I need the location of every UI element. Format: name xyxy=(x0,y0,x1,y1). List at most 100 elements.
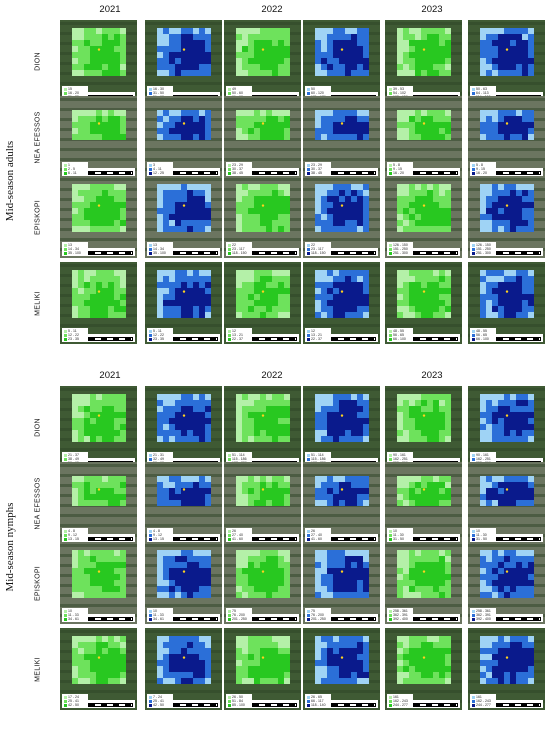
legend-entry: 22 xyxy=(307,243,329,247)
legend-text: 162 - 243 xyxy=(393,699,408,703)
legend-entry: 22 - 37 xyxy=(307,337,329,341)
legend-entry: 161 xyxy=(472,695,494,699)
legend-swatch xyxy=(149,171,152,175)
legend-box: 23 - 29 30 - 37 38 - 45 xyxy=(305,162,331,176)
legend-entry: 201 - 250 xyxy=(228,617,250,621)
site-label: DION xyxy=(34,418,42,437)
legend-text: 151 - 250 xyxy=(393,247,408,251)
legend-entry: 31 - 50 xyxy=(472,537,494,541)
map-image xyxy=(60,462,137,544)
legend-entry: 42 - 50 xyxy=(149,703,171,707)
legend-swatch xyxy=(64,617,67,621)
legend-entry: 251 - 300 xyxy=(389,251,411,255)
section-adults: Mid-season adults 2021 2022 2023 DION 15 16 - … xyxy=(0,0,550,366)
legend-entry: 12 - 25 xyxy=(149,171,171,175)
legend-entry: 51 - 114 xyxy=(307,453,329,457)
legend-text: 258 - 361 xyxy=(476,609,491,613)
legend-text: 85 - 100 xyxy=(232,703,245,707)
map-image xyxy=(303,628,380,710)
legend-text: 23 - 29 xyxy=(232,163,243,167)
legend-text: 4 - 8 xyxy=(68,529,76,533)
legend-swatch xyxy=(149,457,152,461)
legend-swatch xyxy=(307,247,310,251)
scale-bar-graphic xyxy=(88,537,133,541)
legend-text: 11 - 30 xyxy=(476,533,487,537)
scale-bar xyxy=(411,248,460,256)
year-label: 2022 xyxy=(261,4,283,15)
legend-text: 7 - 24 xyxy=(153,695,162,699)
site-label: EPISKOPI xyxy=(34,565,42,602)
legend-entry: 21 - 37 xyxy=(64,453,86,457)
legend-text: 27 - 40 xyxy=(311,533,322,537)
legend-text: 13 xyxy=(68,243,72,247)
legend-entry: 23 - 117 xyxy=(228,247,250,251)
legend-entry: 30 - 37 xyxy=(307,167,329,171)
legend-entry: 13 - 15 xyxy=(149,537,171,541)
legend-entry: 12 xyxy=(307,329,329,333)
map-tile: 10 11 - 30 31 - 50 xyxy=(468,462,545,544)
scale-bar xyxy=(86,334,135,342)
legend-swatch xyxy=(228,251,231,255)
legend-swatch xyxy=(307,243,310,247)
legend-text: 25 - 41 xyxy=(153,699,164,703)
legend-text: 41 - 60 xyxy=(232,537,243,541)
legend-swatch xyxy=(64,613,67,617)
map-image xyxy=(468,542,545,624)
scale-bar-graphic xyxy=(252,251,297,255)
scale-bar-graphic xyxy=(413,251,458,255)
scale-bar xyxy=(411,534,460,542)
legend-entry: 90 - 161 xyxy=(389,453,411,457)
scale-bar xyxy=(329,534,378,542)
scale-bar xyxy=(411,334,460,342)
legend-text: 13 - 21 xyxy=(311,333,322,337)
legend-swatch xyxy=(389,695,392,699)
scale-bar-graphic xyxy=(331,703,376,707)
legend-text: 16 - 20 xyxy=(393,171,404,175)
map-image xyxy=(303,462,380,544)
map-tile: 48 - 55 56 - 65 66 - 100 xyxy=(385,262,462,344)
legend-swatch xyxy=(472,87,475,91)
legend-entry: 23 - 35 xyxy=(149,337,171,341)
legend-entry: 118 - 140 xyxy=(307,703,329,707)
legend-box: 22 23 - 117 118 - 150 xyxy=(305,242,331,256)
legend-box: 13 14 - 34 35 - 100 xyxy=(147,242,173,256)
map-tile: 75 76 - 200 201 - 250 xyxy=(224,542,301,624)
legend-entry: 13 - 21 xyxy=(307,333,329,337)
legend-swatch xyxy=(64,163,67,167)
legend-swatch xyxy=(149,167,152,171)
scale-bar xyxy=(171,248,220,256)
map-image xyxy=(385,542,462,624)
legend-swatch xyxy=(228,699,231,703)
map-tile: 75 76 - 200 201 - 250 xyxy=(303,542,380,624)
scale-bar-graphic xyxy=(88,703,133,707)
legend-entry: 26 - 65 xyxy=(307,695,329,699)
legend-entry: 392 - 400 xyxy=(389,617,411,621)
legend-text: 244 - 277 xyxy=(476,703,491,707)
legend-entry: 6 - 11 xyxy=(64,171,86,175)
legend-swatch xyxy=(389,243,392,247)
map-tile: 10 11 - 33 34 - 61 xyxy=(60,542,137,624)
site-label: NEA EFESSOS xyxy=(34,111,42,164)
legend-swatch xyxy=(228,87,231,91)
legend-swatch xyxy=(64,171,67,175)
legend-swatch xyxy=(389,163,392,167)
legend-entry: 13 - 15 xyxy=(64,537,86,541)
legend-entry: 41 - 60 xyxy=(307,537,329,541)
legend-text: 50 - 60 xyxy=(232,91,243,95)
legend-entry: 14 - 34 xyxy=(64,247,86,251)
legend-swatch xyxy=(228,457,231,461)
scale-bar xyxy=(329,168,378,176)
legend-entry: 7 - 24 xyxy=(149,695,171,699)
legend-text: 66 - 117 xyxy=(311,699,324,703)
legend-text: 4 - 8 xyxy=(153,529,161,533)
legend-box: 126 - 150 151 - 250 251 - 300 xyxy=(470,242,496,256)
legend-box: 48 - 55 56 - 65 66 - 100 xyxy=(470,328,496,342)
legend-text: 75 xyxy=(232,609,236,613)
legend-text: 16 - 30 xyxy=(153,87,164,91)
legend-swatch xyxy=(64,251,67,255)
legend-swatch xyxy=(389,91,392,95)
legend-entry: 90 - 161 xyxy=(472,453,494,457)
